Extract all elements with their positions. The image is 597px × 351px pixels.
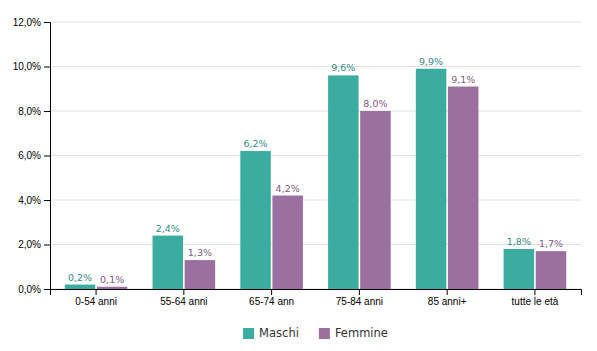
bar	[536, 251, 567, 289]
y-tick-mark	[44, 156, 50, 157]
y-tick: 2,0%	[18, 239, 50, 250]
y-tick-label: 0,0%	[18, 284, 41, 295]
x-tick: tutte le età	[512, 289, 559, 307]
x-tick-label: 75-84 anni	[336, 296, 383, 307]
x-tick: 0-54 anni	[75, 289, 117, 307]
legend-swatch	[319, 328, 330, 339]
grid-line	[50, 22, 581, 23]
x-tick-label: 85 anni+	[428, 296, 467, 307]
y-tick: 12,0%	[13, 17, 50, 28]
x-tick-label: tutte le età	[512, 296, 559, 307]
x-tick-mark	[447, 289, 448, 295]
data-label: 4,2%	[276, 183, 300, 194]
y-tick-mark	[44, 111, 50, 112]
data-label: 9,6%	[331, 62, 355, 73]
y-tick-label: 10,0%	[13, 61, 41, 72]
bar	[272, 196, 303, 289]
y-tick: 10,0%	[13, 61, 50, 72]
data-label: 8,0%	[363, 98, 387, 109]
y-tick: 8,0%	[18, 106, 50, 117]
x-tick: 75-84 anni	[336, 289, 383, 307]
y-tick-label: 6,0%	[18, 150, 41, 161]
bar	[448, 87, 479, 289]
x-tick-label: 0-54 anni	[75, 296, 117, 307]
x-tick-mark	[359, 289, 360, 295]
bar	[185, 260, 216, 289]
bars	[65, 69, 566, 289]
legend: Maschi Femmine	[243, 326, 388, 340]
y-tick-label: 12,0%	[13, 17, 41, 28]
y-tick-label: 4,0%	[18, 195, 41, 206]
grid-line	[50, 244, 581, 245]
y-axis: 0,0% 2,0% 4,0% 6,0% 8,0% 10,0% 12,0%	[13, 17, 51, 295]
y-tick: 4,0%	[18, 195, 50, 206]
bar	[97, 287, 128, 289]
x-tick-mark	[183, 289, 184, 295]
chart: 0,0% 2,0% 4,0% 6,0% 8,0% 10,0% 12,0% 0-54 anni 5…	[0, 0, 597, 351]
bar	[328, 75, 359, 289]
bar	[65, 285, 96, 289]
y-axis-line	[44, 23, 51, 290]
data-label: 0,2%	[68, 272, 92, 283]
x-axis-line	[51, 290, 582, 296]
data-labels: 0,2% 2,4% 6,2% 9,6% 9,9% 1,8% 0,1% 1,3% 4,2% 8,0%…	[68, 56, 563, 285]
x-tick-mark	[534, 289, 535, 295]
data-label: 9,1%	[451, 74, 475, 85]
legend-label: Femmine	[335, 326, 388, 340]
data-label: 9,9%	[419, 56, 443, 67]
bar	[240, 151, 271, 289]
y-tick-label: 8,0%	[18, 106, 41, 117]
bar	[360, 111, 391, 289]
y-tick: 6,0%	[18, 150, 50, 161]
x-tick: 85 anni+	[428, 289, 467, 307]
bar	[153, 236, 184, 289]
legend-label: Maschi	[259, 326, 299, 340]
grid	[50, 22, 581, 289]
y-tick-mark	[44, 67, 50, 68]
legend-item: Femmine	[319, 326, 388, 340]
x-axis: 0-54 anni 55-64 anni 65-74 ann 75-84 anni 85…	[51, 289, 582, 307]
x-tick-mark	[96, 289, 97, 295]
x-tick-label: 65-74 ann	[249, 296, 294, 307]
data-label: 1,3%	[188, 247, 212, 258]
data-label: 0,1%	[100, 274, 124, 285]
y-tick-mark	[44, 200, 50, 201]
grid-line	[50, 111, 581, 112]
x-tick: 55-64 anni	[160, 289, 207, 307]
data-label: 1,8%	[507, 236, 531, 247]
bar	[416, 69, 447, 289]
grid-line	[50, 200, 581, 201]
grid-line	[50, 66, 581, 67]
y-tick-label: 2,0%	[18, 239, 41, 250]
y-tick-mark	[44, 22, 50, 23]
legend-swatch	[243, 328, 254, 339]
y-tick-mark	[44, 245, 50, 246]
data-label: 1,7%	[539, 238, 563, 249]
legend-item: Maschi	[243, 326, 299, 340]
x-tick-mark	[271, 289, 272, 295]
x-tick-label: 55-64 anni	[160, 296, 207, 307]
data-label: 6,2%	[243, 138, 267, 149]
y-tick-mark	[44, 289, 50, 290]
plot: 0,0% 2,0% 4,0% 6,0% 8,0% 10,0% 12,0% 0-54 anni 5…	[13, 17, 582, 307]
y-tick: 0,0%	[18, 284, 50, 295]
bar	[504, 249, 535, 289]
grid-line	[50, 155, 581, 156]
x-tick: 65-74 ann	[249, 289, 294, 307]
data-label: 2,4%	[156, 223, 180, 234]
